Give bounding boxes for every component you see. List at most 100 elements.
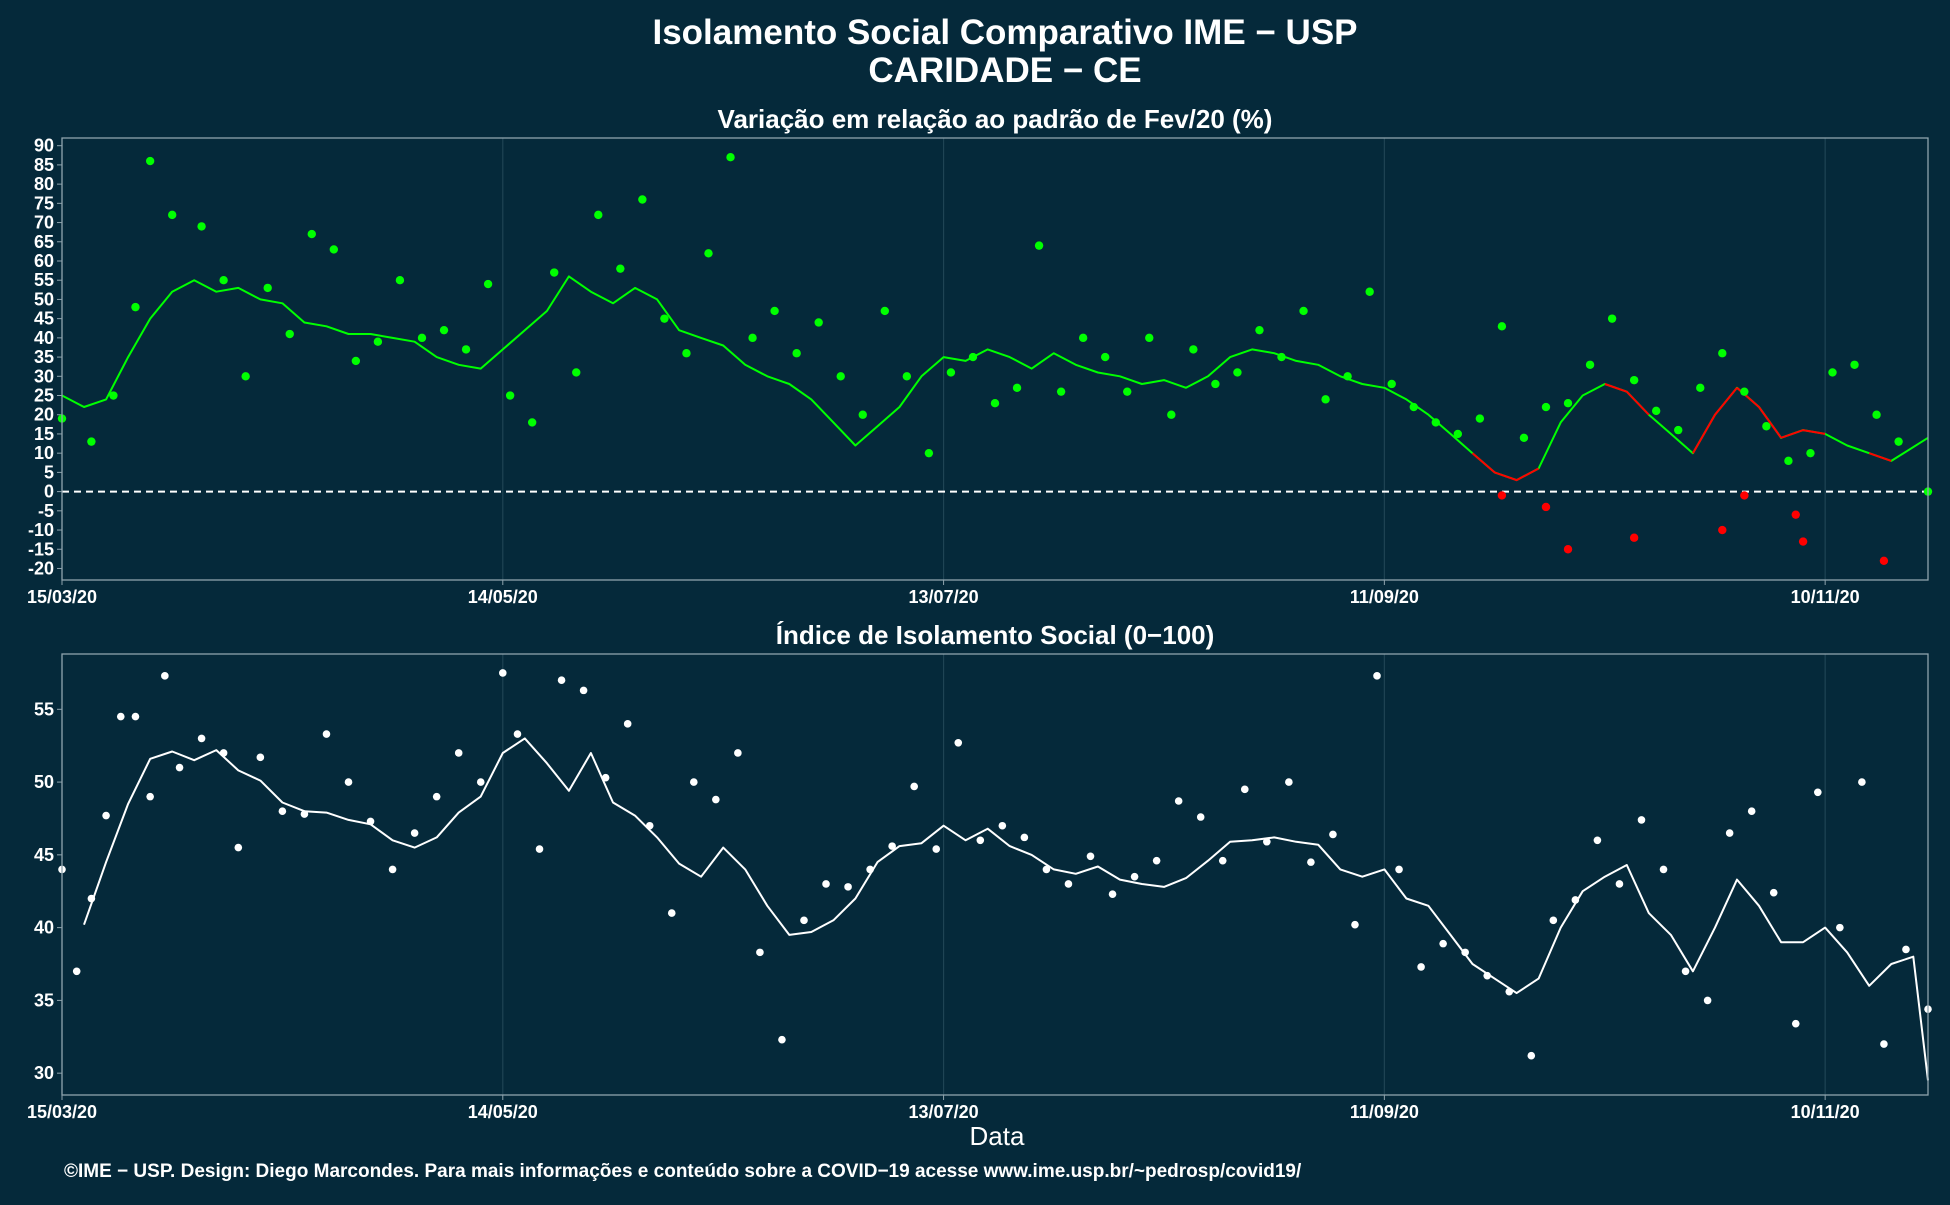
data-point (1563, 399, 1573, 408)
data-point (498, 669, 507, 677)
data-point (300, 810, 309, 818)
data-point (954, 738, 963, 747)
data-point (1637, 816, 1646, 824)
data-point (366, 817, 375, 826)
data-point-negative (1879, 556, 1889, 565)
data-point (373, 337, 383, 346)
data-point (1784, 456, 1793, 466)
y-tick-label: -10 (28, 520, 54, 540)
data-point (858, 410, 867, 419)
data-point-negative (1718, 525, 1727, 535)
data-point (976, 836, 985, 845)
data-point (1475, 414, 1485, 423)
data-point (1519, 433, 1529, 442)
data-point (1174, 797, 1183, 805)
data-point (557, 676, 566, 684)
footer-credits: ©IME − USP. Design: Diego Marcondes. Par… (64, 1161, 1302, 1182)
data-point (87, 894, 96, 903)
data-point (1872, 410, 1881, 419)
data-point-negative (1497, 491, 1507, 500)
data-point (623, 720, 632, 728)
panel-2-title: Índice de Isolamento Social (0−100) (776, 620, 1215, 650)
data-point (410, 829, 419, 837)
data-point (161, 672, 169, 680)
data-point (1762, 422, 1771, 431)
data-point (756, 948, 764, 957)
data-point (638, 195, 647, 204)
data-point (131, 712, 140, 721)
data-point (241, 372, 250, 381)
data-point (866, 865, 874, 874)
data-point (778, 1035, 786, 1044)
x-tick-label: 13/07/20 (909, 587, 979, 607)
data-point (734, 749, 742, 757)
data-point (219, 749, 228, 757)
data-point (667, 909, 676, 917)
data-point (1497, 322, 1507, 331)
y-tick-label: -5 (38, 501, 54, 521)
data-point (1240, 785, 1249, 794)
data-point (1629, 375, 1639, 385)
data-point (167, 210, 177, 220)
data-point (1703, 996, 1712, 1005)
data-point (1343, 372, 1352, 381)
data-point (1152, 856, 1161, 865)
data-point (1718, 349, 1727, 358)
data-point (1747, 807, 1756, 815)
data-point (594, 210, 603, 220)
data-point (1056, 387, 1066, 396)
data-point (1285, 778, 1293, 786)
y-tick-label: 25 (34, 386, 54, 406)
data-point (1351, 920, 1359, 929)
data-point (924, 448, 934, 458)
data-point (1585, 360, 1595, 369)
data-point (116, 712, 125, 721)
data-point (1814, 788, 1822, 797)
data-point (836, 372, 845, 381)
data-point (395, 276, 405, 285)
data-point (329, 245, 339, 254)
y-tick-label: 50 (34, 289, 54, 309)
y-tick-label: 35 (34, 347, 54, 367)
data-point (388, 865, 397, 874)
data-point (1461, 948, 1469, 957)
data-point-negative (1541, 502, 1551, 512)
plot-area (62, 138, 1928, 580)
data-point (1828, 368, 1837, 377)
data-point (131, 302, 140, 312)
y-tick-label: 45 (34, 309, 54, 329)
data-point (1211, 379, 1220, 389)
data-point (1740, 387, 1749, 396)
data-point (1836, 923, 1844, 932)
data-point (1409, 402, 1418, 412)
plot-border (61, 653, 1929, 1096)
y-tick-label: 75 (34, 193, 54, 213)
y-tick-label: 40 (34, 918, 54, 938)
data-point (1549, 916, 1558, 925)
data-point (1541, 402, 1551, 412)
data-point (1858, 778, 1866, 786)
data-point (1769, 888, 1778, 897)
x-tick-label: 10/11/20 (1791, 1102, 1860, 1122)
data-point (197, 734, 206, 743)
data-point (175, 763, 184, 772)
moving-average-line (83, 737, 1929, 1081)
data-point (1417, 963, 1425, 971)
data-point (307, 229, 316, 239)
data-point (197, 222, 206, 231)
x-tick-label: 10/11/20 (1791, 587, 1860, 607)
data-point (990, 399, 1000, 408)
data-point (1064, 880, 1073, 888)
data-point (946, 368, 956, 377)
data-point (682, 349, 691, 358)
data-point (726, 153, 735, 162)
data-point (513, 730, 522, 738)
data-point (322, 730, 331, 738)
data-point (998, 821, 1007, 830)
y-tick-label: 0 (44, 482, 54, 502)
data-point (910, 782, 918, 791)
y-tick-label: 30 (34, 366, 54, 386)
data-point-negative (1791, 510, 1800, 519)
